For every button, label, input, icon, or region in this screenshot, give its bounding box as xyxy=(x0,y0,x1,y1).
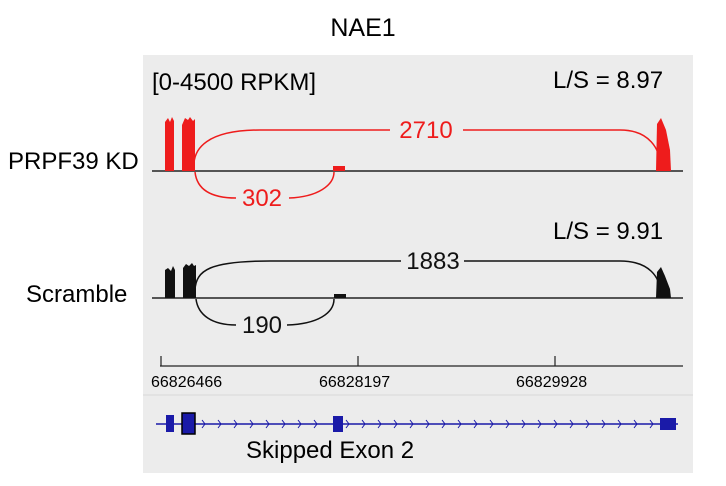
intron-chevron xyxy=(313,419,318,429)
intron-chevron xyxy=(649,419,654,429)
intron-chevron xyxy=(201,419,206,429)
coverage-track-1: 2710 302 xyxy=(152,117,683,212)
intron-chevron xyxy=(473,419,478,429)
junction-count-short-track-2: 190 xyxy=(242,312,282,339)
intron-chevron xyxy=(553,419,558,429)
intron-chevron xyxy=(425,419,430,429)
track-name-scramble: Scramble xyxy=(26,281,128,308)
coverage-block-exon1 xyxy=(165,263,196,298)
igv-panel xyxy=(143,55,693,473)
intron-chevron xyxy=(345,419,350,429)
intron-chevron xyxy=(489,419,494,429)
skipped-exon-label: Skipped Exon 2 xyxy=(246,437,415,464)
coverage-block-exon3 xyxy=(656,118,671,171)
junction-arc-short-track-2 xyxy=(195,298,335,326)
ruler-position-3: 66829928 xyxy=(516,374,588,391)
intron-chevron xyxy=(601,419,606,429)
junction-count-short-track-1: 302 xyxy=(242,185,282,212)
intron-chevron xyxy=(393,419,398,429)
intron-chevron xyxy=(249,419,254,429)
intron-chevron xyxy=(457,419,462,429)
intron-chevron xyxy=(361,419,366,429)
junction-arc-long-track-2 xyxy=(194,260,661,293)
intron-chevron xyxy=(377,419,382,429)
ratio-label-track-2: L/S = 9.91 xyxy=(553,218,664,245)
junction-count-long-track-2: 1883 xyxy=(406,248,459,275)
exon-1a xyxy=(166,415,174,432)
exon-3 xyxy=(660,418,676,430)
intron-chevron xyxy=(233,419,238,429)
intron-chevron xyxy=(281,419,286,429)
intron-chevron xyxy=(633,419,638,429)
coordinate-ruler xyxy=(160,356,683,367)
intron-chevron xyxy=(297,419,302,429)
intron-chevron xyxy=(617,419,622,429)
exon-1b xyxy=(181,412,196,435)
band xyxy=(143,394,693,396)
intron-chevron xyxy=(265,419,270,429)
junction-count-long-track-1: 2710 xyxy=(399,117,452,144)
coverage-block-exon1 xyxy=(165,117,195,171)
intron-chevron xyxy=(537,419,542,429)
gene-title: NAE1 xyxy=(330,14,396,42)
track-name-prpf39-kd: PRPF39 KD xyxy=(8,148,139,175)
coverage-block-exon2 xyxy=(334,294,346,298)
intron-chevron xyxy=(521,419,526,429)
junction-arc-long-track-1 xyxy=(193,129,661,166)
ruler-position-2: 66828197 xyxy=(319,374,391,391)
ruler-position-1: 66826466 xyxy=(151,374,223,391)
intron-chevron xyxy=(505,419,510,429)
coverage-block-exon2 xyxy=(333,166,345,171)
intron-chevron xyxy=(569,419,574,429)
ratio-label-track-1: L/S = 8.97 xyxy=(553,67,664,94)
coverage-track-2: 1883 190 xyxy=(152,248,683,339)
intron-chevron xyxy=(409,419,414,429)
junction-arc-short-track-1 xyxy=(194,171,335,199)
intron-chevrons xyxy=(201,419,654,429)
intron-chevron xyxy=(441,419,446,429)
skipped-exon-2 xyxy=(333,416,343,432)
intron-chevron xyxy=(217,419,222,429)
gene-model xyxy=(156,412,678,435)
data-range-label: [0-4500 RPKM] xyxy=(152,69,317,96)
intron-chevron xyxy=(585,419,590,429)
